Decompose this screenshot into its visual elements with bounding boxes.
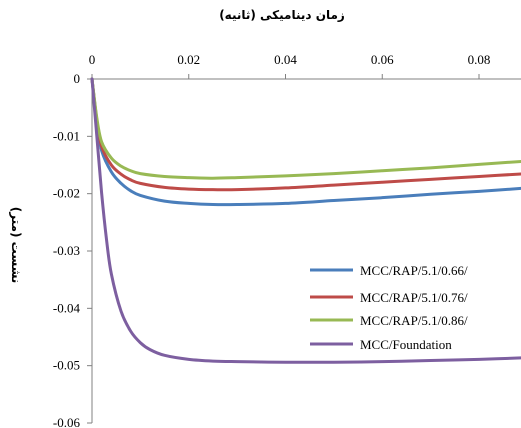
x-tick-label: 0.08 <box>468 52 491 67</box>
series-line <box>90 77 521 192</box>
x-tick-label: 0.04 <box>274 52 297 67</box>
y-axis-label: نشست (متر) <box>9 207 23 284</box>
chart-title: زمان دینامیکی (ثانیه) <box>219 8 345 22</box>
y-axis-ticks: 0 -0.01 -0.02 -0.03 -0.04 -0.05 -0.06 <box>53 71 92 428</box>
x-axis-ticks: 0 0.02 0.04 0.06 0.08 <box>89 52 491 79</box>
series-line <box>90 77 521 207</box>
y-tick-label: -0.05 <box>53 358 80 373</box>
legend-label: MCC/RAP/5.1/0.76/ <box>360 290 468 305</box>
legend-label: MCC/RAP/5.1/0.86/ <box>360 313 468 328</box>
x-tick-label: 0.06 <box>371 52 394 67</box>
y-tick-label: -0.02 <box>53 186 80 201</box>
y-tick-label: -0.06 <box>53 415 81 428</box>
legend-label: MCC/Foundation <box>360 337 452 352</box>
y-tick-label: -0.04 <box>53 300 81 315</box>
y-tick-label: -0.01 <box>53 128 80 143</box>
legend-label: MCC/RAP/5.1/0.66/ <box>360 263 468 278</box>
y-tick-label: -0.03 <box>53 243 80 258</box>
series-line <box>90 77 521 180</box>
legend: MCC/RAP/5.1/0.66/MCC/RAP/5.1/0.76/MCC/RA… <box>310 263 468 352</box>
x-tick-label: 0.02 <box>177 52 200 67</box>
x-tick-label: 0 <box>89 52 96 67</box>
series-line <box>90 77 521 364</box>
series-lines <box>90 77 521 364</box>
y-tick-label: 0 <box>74 71 81 86</box>
